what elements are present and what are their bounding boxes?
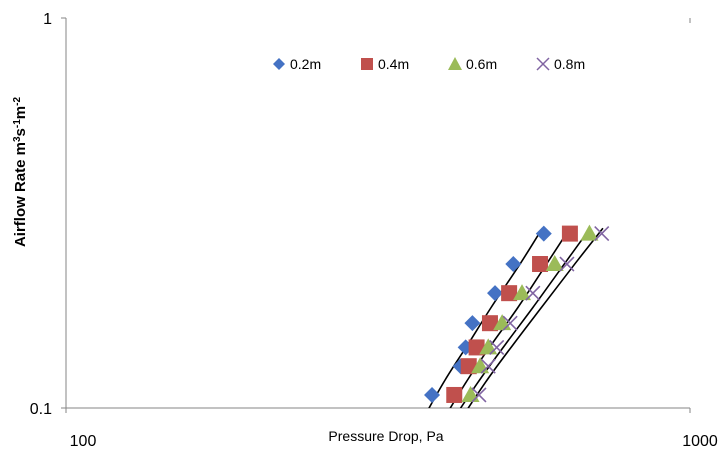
x-tick-label-right: 1000 — [682, 433, 718, 450]
legend-entry-2: 0.6m — [448, 56, 497, 72]
legend-symbol-2 — [448, 57, 462, 70]
data-point-s1-5 — [532, 256, 549, 273]
legend-symbol-1 — [361, 58, 373, 70]
legend-label-3: 0.8m — [554, 56, 585, 72]
data-point-s2-6 — [580, 224, 599, 241]
data-point-s3-1 — [480, 358, 496, 374]
markers — [424, 224, 610, 403]
data-point-s1-1 — [460, 358, 477, 375]
y-tick-label-bottom: 0.1 — [30, 401, 52, 418]
y-label-base: Airflow Rate m — [12, 142, 29, 247]
legend-label-1: 0.4m — [378, 56, 409, 72]
y-label-sup-3: -2 — [12, 97, 23, 106]
y-label-mid-2: m — [12, 106, 29, 119]
legend-label-0: 0.2m — [290, 56, 321, 72]
legend-label-2: 0.6m — [466, 56, 497, 72]
x-axis-label: Pressure Drop, Pa — [328, 428, 443, 444]
data-point-s3-0 — [471, 387, 487, 403]
data-point-s3-3 — [502, 315, 518, 331]
legend-marker-diamond — [273, 58, 285, 70]
data-point-s1-6 — [561, 225, 578, 242]
data-point-s1-3 — [481, 315, 498, 332]
y-label-mid-1: s — [12, 128, 29, 136]
data-point-s2-4 — [513, 284, 532, 301]
data-point-s3-5 — [559, 256, 575, 272]
data-point-s0-6 — [535, 225, 552, 242]
legend-entry-0: 0.2m — [273, 56, 321, 72]
legend-entry-3: 0.8m — [536, 56, 585, 72]
legend-marker-square — [361, 58, 373, 70]
y-label-sup-1: 3 — [12, 136, 23, 142]
legend: 0.2m 0.4m 0.6m 0.8m — [273, 56, 585, 72]
data-point-s1-4 — [501, 285, 518, 302]
plot-area — [61, 17, 691, 413]
tick-labels: 1 0.1 100 1000 — [30, 11, 718, 450]
legend-symbol-3 — [536, 57, 550, 71]
legend-entry-1: 0.4m — [361, 56, 409, 72]
legend-marker-triangle — [448, 57, 462, 70]
legend-marker-x — [536, 57, 550, 71]
legend-symbol-0 — [273, 58, 285, 70]
data-point-s3-6 — [594, 226, 610, 242]
trendline-2 — [459, 227, 591, 408]
data-point-s3-2 — [489, 339, 505, 355]
data-point-s3-4 — [525, 285, 541, 301]
y-axis-label: Airflow Rate m3s-1m-2 — [12, 97, 30, 248]
trendline-3 — [467, 227, 604, 408]
x-tick-label-left: 100 — [70, 433, 97, 450]
data-point-s2-5 — [545, 255, 564, 272]
data-point-s1-0 — [446, 386, 463, 403]
data-point-s1-2 — [468, 339, 485, 356]
data-point-s0-3 — [464, 315, 481, 332]
y-tick-label-top: 1 — [43, 11, 52, 28]
data-point-s0-4 — [487, 285, 504, 302]
data-point-s0-5 — [505, 256, 522, 273]
trendline-0 — [428, 227, 544, 408]
y-label-sup-2: -1 — [12, 119, 23, 128]
data-point-s0-0 — [424, 386, 441, 403]
